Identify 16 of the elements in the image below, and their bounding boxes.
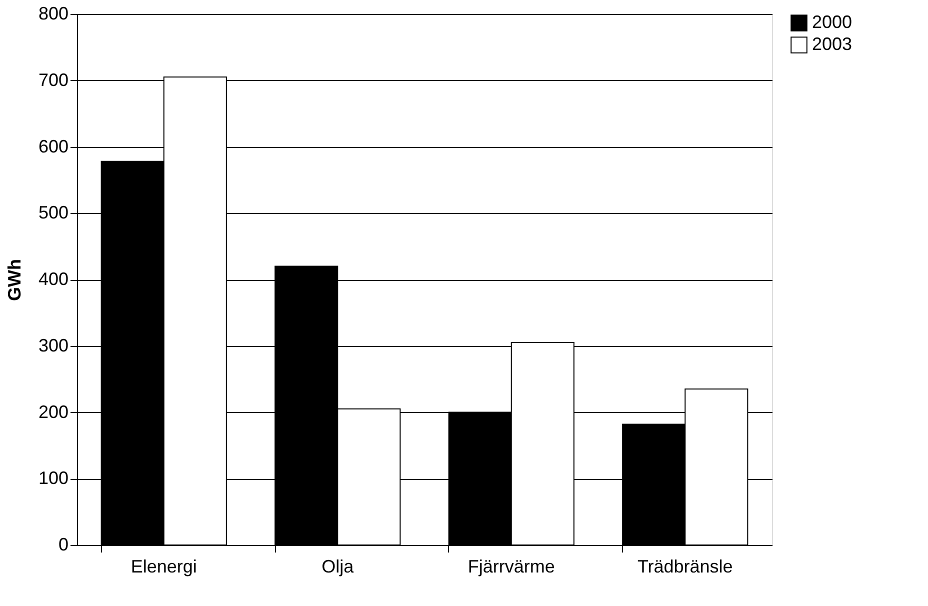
y-tick-label: 100	[38, 468, 68, 488]
x-tick-label: Elenergi	[130, 556, 197, 576]
y-axis-title: GWh	[4, 259, 24, 301]
y-tick-label: 0	[58, 534, 68, 554]
y-tick-label: 700	[38, 70, 68, 90]
x-tick-label: Trädbränsle	[637, 556, 733, 576]
legend-label: 2000	[812, 12, 852, 32]
y-tick-label: 800	[38, 4, 68, 24]
y-tick-label: 300	[38, 335, 68, 356]
y-tick-label: 200	[38, 402, 68, 422]
y-tick-label: 600	[38, 136, 68, 156]
y-tick-label: 500	[38, 202, 68, 223]
legend-label: 2003	[812, 34, 852, 54]
y-tick-label: 400	[38, 269, 68, 289]
x-tick-label: Fjärrvärme	[468, 556, 555, 576]
x-tick-label: Olja	[322, 556, 355, 576]
